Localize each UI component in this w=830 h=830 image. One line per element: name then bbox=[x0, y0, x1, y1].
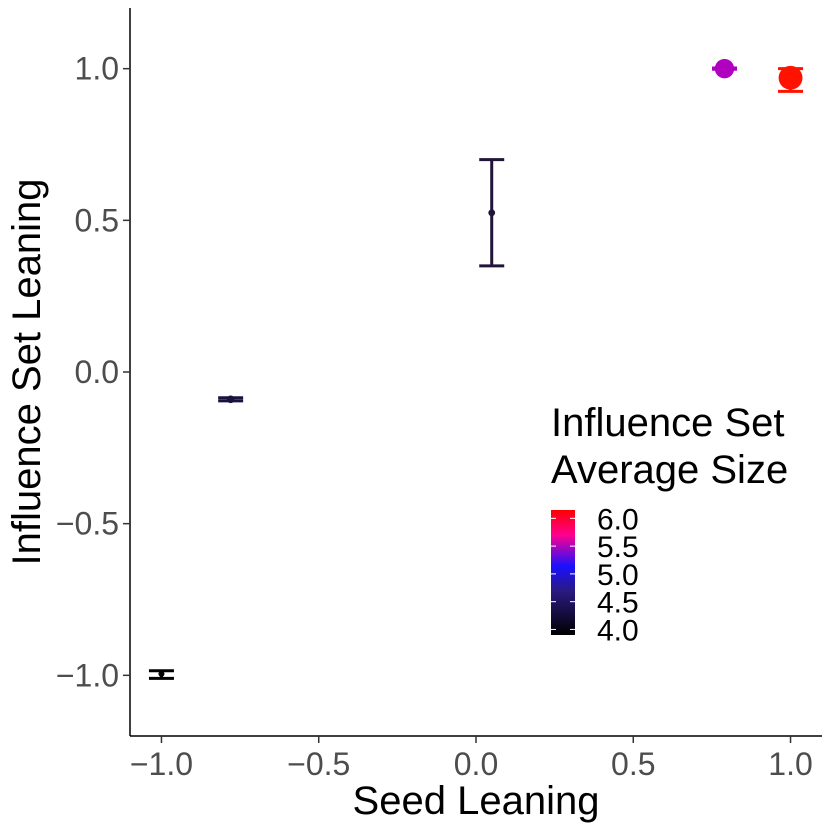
x-tick-label: 1.0 bbox=[768, 746, 812, 782]
data-point bbox=[714, 58, 735, 79]
x-tick-label: −0.5 bbox=[287, 746, 350, 782]
x-tick-label: 0.5 bbox=[611, 746, 655, 782]
y-tick-label: 0.5 bbox=[75, 202, 119, 238]
legend-label: 5.0 bbox=[597, 559, 639, 592]
data-marks bbox=[148, 58, 804, 680]
data-point bbox=[488, 209, 496, 217]
legend-colorbar bbox=[551, 510, 575, 635]
legend-label: 6.0 bbox=[597, 503, 639, 536]
y-axis-title: Influence Set Leaning bbox=[5, 179, 49, 566]
legend: Influence Set Average Size 6.05.55.04.54… bbox=[551, 401, 788, 647]
legend-label: 5.5 bbox=[597, 531, 639, 564]
legend-title-line-1: Influence Set bbox=[551, 401, 785, 445]
y-tick-label: −0.5 bbox=[56, 506, 119, 542]
data-point bbox=[778, 65, 803, 90]
data-point bbox=[226, 395, 235, 404]
y-tick-label: 0.0 bbox=[75, 354, 119, 390]
y-tick-label: 1.0 bbox=[75, 51, 119, 87]
y-ticks: −1.0 −0.5 0.0 0.5 1.0 bbox=[56, 51, 130, 693]
legend-title-line-2: Average Size bbox=[551, 448, 788, 492]
legend-label: 4.0 bbox=[597, 614, 639, 647]
x-axis-title: Seed Leaning bbox=[353, 779, 600, 823]
x-ticks: −1.0 −0.5 0.0 0.5 1.0 bbox=[130, 736, 813, 782]
x-tick-label: −1.0 bbox=[130, 746, 193, 782]
legend-ticks: 6.05.55.04.54.0 bbox=[551, 503, 639, 647]
data-point bbox=[158, 670, 165, 677]
x-tick-label: 0.0 bbox=[454, 746, 498, 782]
y-tick-label: −1.0 bbox=[56, 657, 119, 693]
legend-label: 4.5 bbox=[597, 587, 639, 620]
